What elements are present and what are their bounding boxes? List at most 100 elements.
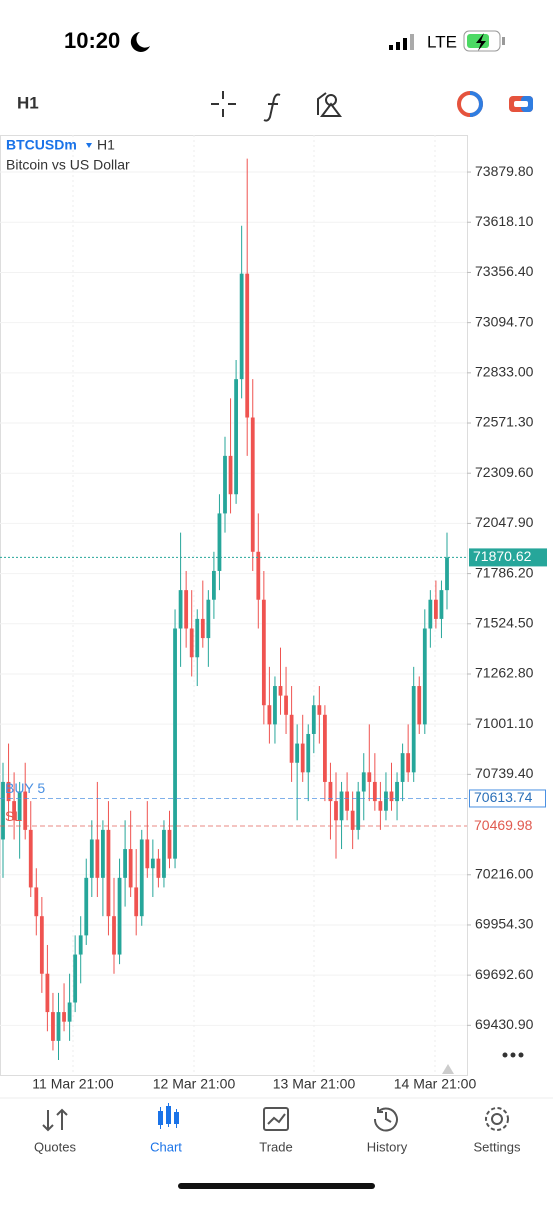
nav-label[interactable]: Trade	[259, 1139, 292, 1154]
scroll-marker[interactable]	[442, 1064, 454, 1074]
nav-label[interactable]: History	[367, 1139, 408, 1154]
candle-body	[400, 753, 405, 782]
indicator-icon[interactable]	[263, 93, 281, 122]
status-time: 10:20	[64, 28, 120, 53]
y-tick-label: 72571.30	[475, 414, 534, 430]
trade-nav-icon[interactable]	[263, 1107, 289, 1131]
candle-body	[56, 1012, 61, 1041]
candle-body	[101, 829, 105, 878]
x-tick-label: 14 Mar 21:00	[394, 1076, 477, 1092]
toolbar-timeframe[interactable]: H1	[17, 93, 39, 112]
y-tick-label: 72309.60	[475, 464, 534, 480]
candle-body	[217, 513, 222, 571]
chart-timeframe: H1	[97, 137, 115, 153]
chart-frame	[0, 135, 468, 1076]
candle-body	[367, 772, 372, 782]
candle-body	[406, 753, 411, 773]
order-price-label: 70469.98	[474, 817, 533, 833]
candle-body	[112, 916, 116, 955]
candle-body	[439, 590, 444, 619]
y-tick-label: 73618.10	[475, 213, 534, 229]
candle-body	[350, 810, 355, 830]
candle-body	[200, 618, 205, 639]
nav: Quotes Chart Trade History Settings	[34, 1139, 521, 1154]
candle-body	[17, 791, 22, 821]
quotes-icon[interactable]	[42, 1108, 68, 1132]
candle-body	[134, 887, 139, 917]
candle-body	[267, 705, 272, 725]
candle-body	[123, 849, 127, 878]
y-tick-label: 69430.90	[475, 1016, 534, 1032]
objects-icon[interactable]	[317, 92, 342, 117]
candle-body	[434, 599, 438, 619]
settings-gear	[485, 1107, 509, 1131]
candle-body	[212, 570, 216, 600]
x-tick-label: 11 Mar 21:00	[32, 1076, 114, 1092]
symbol-dropdown[interactable]	[86, 143, 92, 148]
y-tick-label: 69692.60	[475, 966, 534, 982]
candle-body	[289, 714, 294, 763]
candle-body	[162, 829, 166, 878]
candle-body	[323, 714, 327, 782]
trade-icon[interactable]	[509, 96, 533, 112]
candle-body	[278, 686, 283, 696]
candle-body	[23, 791, 28, 830]
candle-body	[317, 705, 322, 715]
candle-body	[189, 628, 194, 658]
one-click-icon[interactable]	[457, 91, 483, 117]
trade-nav-line	[267, 1113, 286, 1125]
candle-body	[106, 829, 111, 917]
candle-body	[295, 743, 300, 763]
candle-body	[178, 590, 183, 629]
y-tick-label: 71262.80	[475, 665, 534, 681]
candle-body	[28, 829, 33, 888]
chart-nav-icon[interactable]	[158, 1103, 179, 1129]
candle-body	[150, 858, 155, 869]
candle-body	[139, 839, 144, 917]
nav-label[interactable]: Chart	[150, 1139, 182, 1154]
candle-body	[89, 839, 94, 878]
candle-body	[117, 877, 122, 955]
candle-body	[389, 791, 394, 802]
candle-body	[250, 417, 255, 552]
candle-body	[223, 455, 227, 514]
y-tick-label: 73356.40	[475, 263, 534, 279]
candle-body	[372, 781, 377, 802]
candle-body	[384, 791, 388, 811]
order-price-label: 70613.74	[474, 789, 533, 805]
candle-body	[195, 618, 200, 658]
candle-body	[239, 273, 244, 380]
candle-body	[234, 379, 238, 495]
more-icon[interactable]	[502, 1052, 524, 1058]
candle-body	[156, 858, 161, 878]
candle-body	[273, 686, 277, 725]
candle-body	[6, 781, 11, 802]
current-price-tag	[469, 548, 547, 567]
settings-icon[interactable]	[491, 1113, 503, 1125]
y-tick-label: 70216.00	[475, 865, 534, 881]
candle-body	[256, 551, 261, 600]
candle-body	[306, 733, 311, 773]
crosshair-icon[interactable]	[211, 91, 236, 117]
candle-body	[445, 557, 449, 591]
nav-label[interactable]: Quotes	[34, 1139, 76, 1154]
plot	[0, 135, 471, 1075]
moon-icon	[130, 32, 150, 52]
candle-body	[84, 877, 89, 936]
candle-body	[206, 599, 211, 639]
candle-body	[284, 695, 288, 715]
x-tick-label: 13 Mar 21:00	[273, 1076, 356, 1092]
candle-body	[356, 791, 361, 830]
y-tick-label: 72047.90	[475, 514, 534, 530]
y-tick-label: 71524.50	[475, 614, 534, 630]
candle-body	[395, 781, 399, 802]
history-icon[interactable]	[373, 1107, 398, 1132]
candle-body	[261, 599, 266, 706]
candle-body	[78, 935, 83, 955]
nav-label[interactable]: Settings	[474, 1139, 521, 1154]
symbol[interactable]: BTCUSDm	[6, 137, 77, 153]
candle-body	[173, 628, 177, 859]
candle-body	[167, 829, 172, 859]
candle-body	[339, 791, 344, 821]
